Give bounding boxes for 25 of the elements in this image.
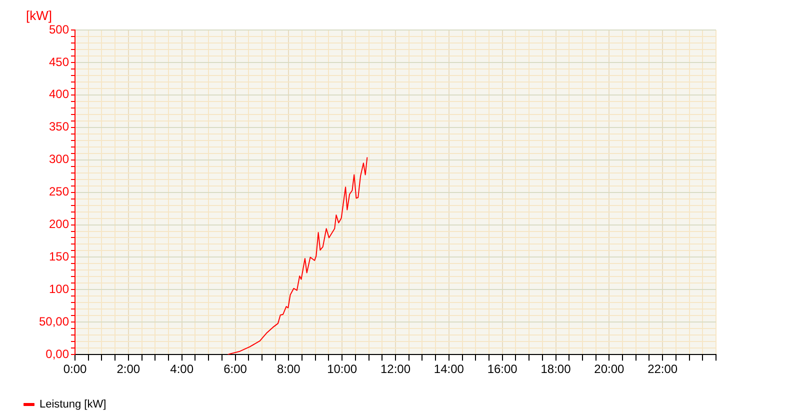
y-tick-label: 0,00 — [46, 346, 70, 361]
y-tick-label: 100 — [48, 282, 70, 296]
x-tick-label: 2:00 — [116, 362, 140, 376]
y-tick-label: 400 — [48, 87, 70, 102]
y-tick-label: 250 — [48, 184, 70, 199]
y-tick-label: 200 — [48, 217, 70, 232]
x-tick-label: 14:00 — [434, 362, 464, 376]
y-axis-title: [kW] — [26, 8, 52, 23]
x-tick-label: 8:00 — [276, 362, 301, 376]
x-tick-label: 22:00 — [648, 362, 678, 376]
x-tick-label: 20:00 — [594, 362, 625, 376]
x-tick-label: 0:00 — [63, 362, 87, 376]
x-tick-label: 4:00 — [170, 362, 194, 376]
x-tick-label: 18:00 — [540, 362, 572, 376]
x-tick-label: 6:00 — [224, 362, 248, 376]
x-tick-label: 10:00 — [327, 362, 358, 376]
y-tick-label: 300 — [48, 152, 70, 166]
y-tick-label: 150 — [48, 250, 70, 264]
x-tick-label: 12:00 — [380, 362, 411, 376]
y-tick-label: 450 — [48, 54, 70, 69]
y-tick-label: 500 — [48, 22, 70, 36]
x-tick-label: 16:00 — [487, 362, 518, 376]
y-tick-label: 50,00 — [38, 314, 70, 328]
y-tick-label: 350 — [48, 120, 70, 134]
legend-label: Leistung [kW] — [40, 398, 106, 411]
